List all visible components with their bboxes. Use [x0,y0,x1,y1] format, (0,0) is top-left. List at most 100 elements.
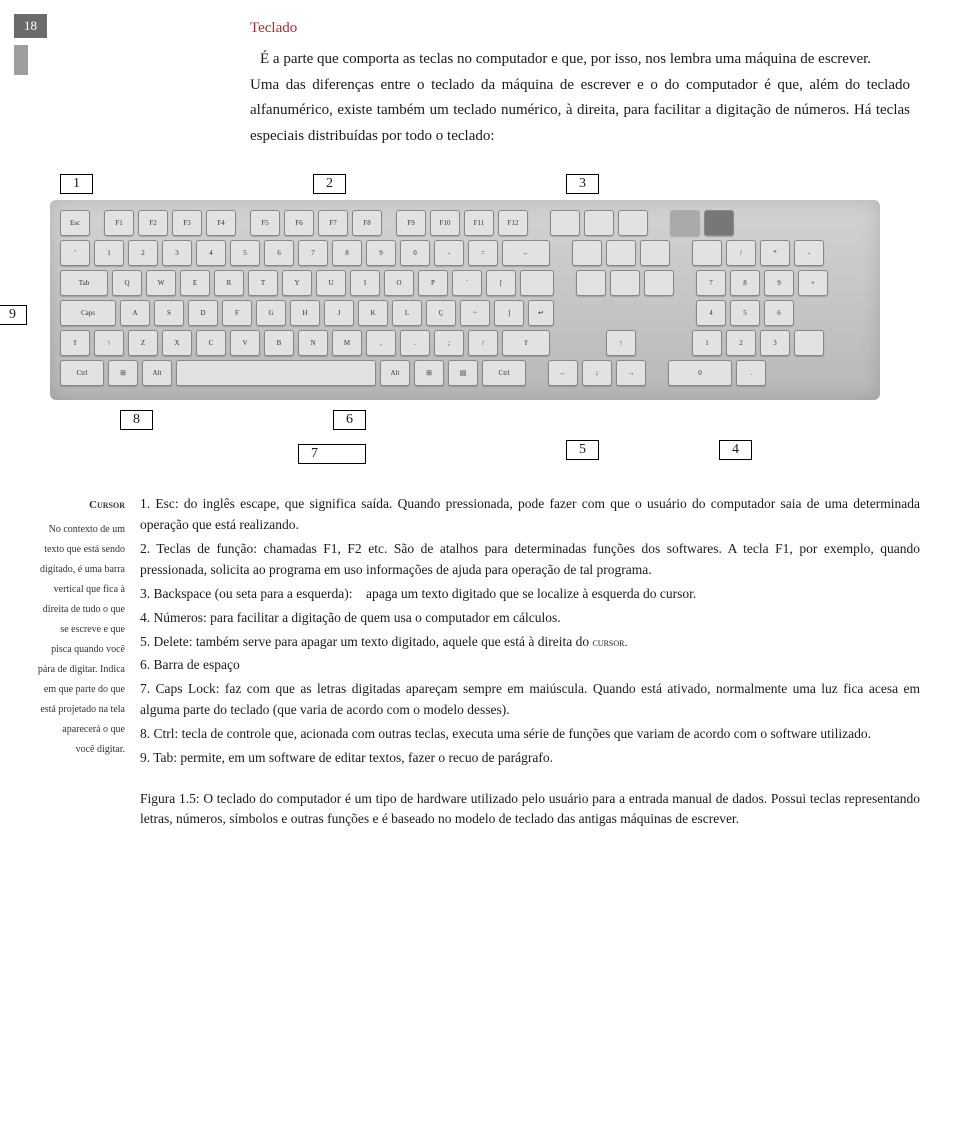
callout-7: 7 [298,444,366,464]
key-insert [572,240,602,266]
key-left: ← [548,360,578,386]
key-bracket: ´ [452,270,482,296]
callout-5: 5 [566,440,599,460]
section-title: Teclado [250,20,910,37]
key-7: 7 [298,240,328,266]
key-a: A [120,300,150,326]
key-delete [576,270,606,296]
definitions-list: 1. Esc: do inglês escape, que significa … [140,494,920,833]
key-scroll [584,210,614,236]
key-f12: F12 [498,210,528,236]
led-indicator [670,210,700,236]
key-num0: 0 [668,360,732,386]
key-i: I [350,270,380,296]
key-rwin: ⊞ [414,360,444,386]
keyboard-diagram: 9 Esc F1 F2 F3 F4 F5 F6 F7 F8 F9 F10 F11… [20,200,920,400]
keyboard-image: Esc F1 F2 F3 F4 F5 F6 F7 F8 F9 F10 F11 F… [50,200,880,400]
key-numsub: - [794,240,824,266]
callout-9: 9 [0,305,27,325]
key-nummul: * [760,240,790,266]
key-f2: F2 [138,210,168,236]
definition-item: 6. Barra de espaço [140,655,920,676]
key-f5: F5 [250,210,280,236]
intro-paragraph-2: Uma das diferenças entre o teclado da má… [250,73,910,150]
key-num2: 2 [726,330,756,356]
key-lctrl: Ctrl [60,360,104,386]
sidebar-line: vertical que fica à [20,580,125,600]
key-s: S [154,300,184,326]
sidebar-line: texto que está sendo [20,540,125,560]
key-q: Q [112,270,142,296]
sidebar-line: aparecerá o que [20,720,125,740]
key-d: D [188,300,218,326]
sidebar-line: digitado, é uma barra [20,560,125,580]
figure-caption: Figura 1.5: O teclado do computador é um… [140,789,920,830]
key-k: K [358,300,388,326]
key-x: X [162,330,192,356]
sidebar-line: direita de tudo o que [20,600,125,620]
key-power [704,210,734,236]
page-number: 18 [14,14,47,38]
key-up: ↑ [606,330,636,356]
key-t: T [248,270,278,296]
key-num3: 3 [760,330,790,356]
key-backslash: \ [94,330,124,356]
key-esc: Esc [60,210,90,236]
key-m: M [332,330,362,356]
key-semicolon: ; [434,330,464,356]
sidebar-line: se escreve e que [20,620,125,640]
key-f: F [222,300,252,326]
key-slash: / [468,330,498,356]
callout-8: 8 [120,410,153,430]
key-r: R [214,270,244,296]
key-lwin: ⊞ [108,360,138,386]
key-f4: F4 [206,210,236,236]
top-label-row: 1 2 3 [60,174,920,194]
key-f9: F9 [396,210,426,236]
key-n: N [298,330,328,356]
key-home [606,240,636,266]
key-0: 0 [400,240,430,266]
key-prtsc [550,210,580,236]
key-f1: F1 [104,210,134,236]
key-z: Z [128,330,158,356]
key-b: B [264,330,294,356]
key-u: U [316,270,346,296]
definition-item: 1. Esc: do inglês escape, que significa … [140,494,920,536]
key-enter: ↵ [528,300,554,326]
key-numlock [692,240,722,266]
key-lshift: ⇧ [60,330,90,356]
key-num4: 4 [696,300,726,326]
key-equals: = [468,240,498,266]
bottom-label-row: 8 6 7 5 4 [90,410,920,464]
key-numplus: + [798,270,828,296]
definition-item: 8. Ctrl: tecla de controle que, acionada… [140,724,920,745]
key-pause [618,210,648,236]
sidebar-line: pára de digitar. Indica [20,660,125,680]
key-numenter [794,330,824,356]
key-backspace: ← [502,240,550,266]
key-f10: F10 [430,210,460,236]
key-tab: Tab [60,270,108,296]
key-5: 5 [230,240,260,266]
key-8: 8 [332,240,362,266]
key-1: 1 [94,240,124,266]
key-bracket2: [ [486,270,516,296]
key-period: . [400,330,430,356]
key-y: Y [282,270,312,296]
key-c: C [196,330,226,356]
key-v: V [230,330,260,356]
definition-item: 5. Delete: também serve para apagar um t… [140,632,920,653]
key-numdiv: / [726,240,756,266]
definition-item: 3. Backspace (ou seta para a esquerda): … [140,584,920,605]
key-f3: F3 [172,210,202,236]
key-right: → [616,360,646,386]
sidebar-line: está projetado na tela [20,700,125,720]
sidebar-line: No contexto de um [20,520,125,540]
key-pgup [640,240,670,266]
key-cedil: Ç [426,300,456,326]
key-enter-top [520,270,554,296]
key-2: 2 [128,240,158,266]
side-marker [14,45,28,75]
key-g: G [256,300,286,326]
